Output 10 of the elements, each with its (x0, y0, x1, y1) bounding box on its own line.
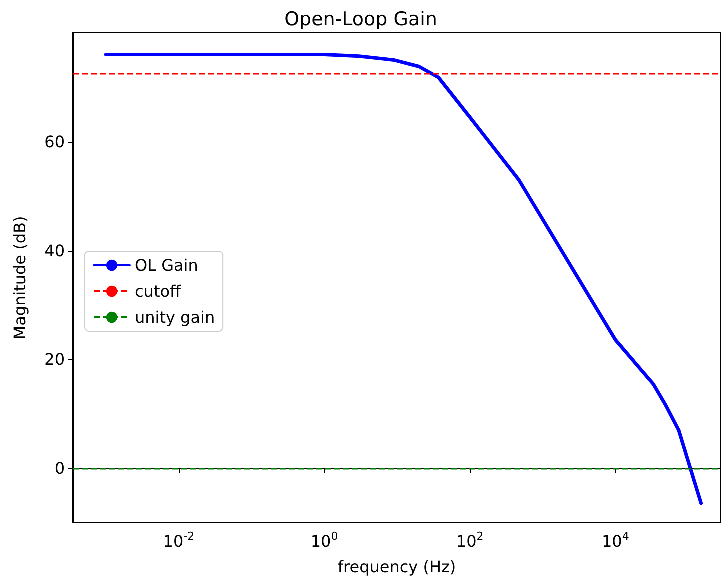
x-axis-title: frequency (Hz) (338, 558, 456, 576)
legend-label: OL Gain (135, 256, 198, 275)
legend-label: unity gain (135, 308, 216, 327)
y-tick-label: 40 (44, 241, 65, 260)
y-tick-label: 0 (54, 459, 65, 478)
y-tick-label: 20 (44, 350, 65, 370)
legend-label: cutoff (135, 282, 182, 301)
y-tick-label: 60 (44, 132, 65, 152)
chart-title: Open-Loop Gain (284, 8, 438, 30)
y-axis-title: Magnitude (dB) (10, 216, 30, 340)
